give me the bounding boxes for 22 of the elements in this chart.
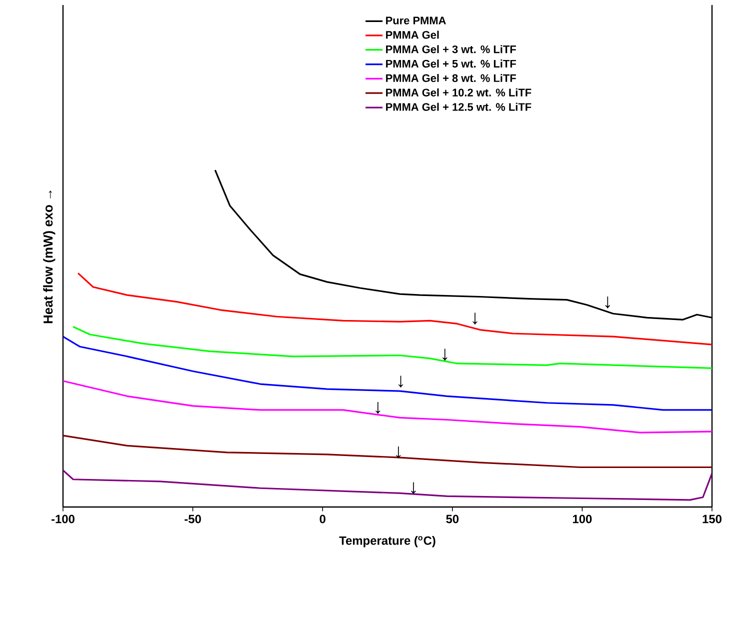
x-axis-title: Temperature ($^{o}$C) [339,536,436,548]
x-tick-label: 50 [446,514,459,524]
x-tick-label: -50 [184,514,201,524]
annotation: ↓ [411,482,416,494]
x-tick-label: 100 [572,514,592,524]
legend-label: PMMA Gel + 10.2 wt. % LiTF [386,88,532,96]
legend-label: PMMA Gel + 5 wt. % LiTF [386,60,516,68]
legend-label: PMMA Gel + 12.5 wt. % LiTF [386,102,532,111]
x-tick-label: 150 [702,514,722,524]
annotation: ↓ [396,446,401,458]
legend-label: PMMA Gel + 3 wt. % LiTF [386,45,516,54]
x-tick-label: -100 [52,514,74,524]
annotation: ↓ [605,296,610,308]
annotation: ↓ [442,348,448,361]
legend-label: Pure PMMA [386,16,446,24]
legend-label: PMMA Gel [386,30,439,39]
annotation: ↓ [472,312,478,325]
x-tick-label: 0 [320,514,326,524]
annotation: ↓ [376,402,380,414]
legend-label: PMMA Gel + 8 wt. % LiTF [386,74,516,82]
y-axis-title: Heat flow (mW) exo → [43,190,56,324]
annotation: ↓ [398,376,404,388]
